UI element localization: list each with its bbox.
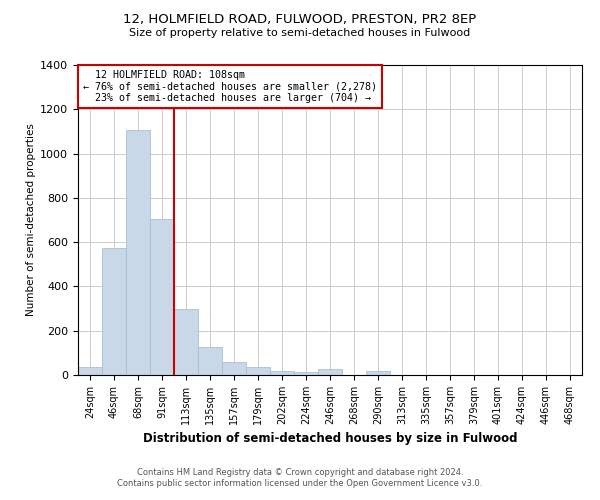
Bar <box>174 308 198 375</box>
Bar <box>78 366 102 375</box>
Bar <box>318 370 342 375</box>
Bar <box>270 370 294 375</box>
Text: 12, HOLMFIELD ROAD, FULWOOD, PRESTON, PR2 8EP: 12, HOLMFIELD ROAD, FULWOOD, PRESTON, PR… <box>124 12 476 26</box>
Bar <box>126 130 150 375</box>
Bar <box>366 370 390 375</box>
Text: 12 HOLMFIELD ROAD: 108sqm
← 76% of semi-detached houses are smaller (2,278)
  23: 12 HOLMFIELD ROAD: 108sqm ← 76% of semi-… <box>83 70 377 103</box>
Bar <box>150 219 174 375</box>
Y-axis label: Number of semi-detached properties: Number of semi-detached properties <box>26 124 36 316</box>
Bar <box>198 346 222 375</box>
Bar <box>102 248 126 375</box>
Bar <box>294 372 318 375</box>
Text: Contains HM Land Registry data © Crown copyright and database right 2024.
Contai: Contains HM Land Registry data © Crown c… <box>118 468 482 487</box>
X-axis label: Distribution of semi-detached houses by size in Fulwood: Distribution of semi-detached houses by … <box>143 432 517 446</box>
Text: Size of property relative to semi-detached houses in Fulwood: Size of property relative to semi-detach… <box>130 28 470 38</box>
Bar <box>246 367 270 375</box>
Bar <box>222 362 246 375</box>
